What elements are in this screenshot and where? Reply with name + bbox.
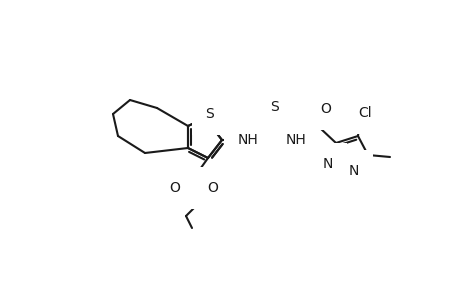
Text: S: S [205,107,214,121]
Text: S: S [270,100,279,114]
Text: O: O [207,181,218,195]
Text: O: O [169,181,180,195]
Text: NH: NH [237,133,258,147]
Text: O: O [320,102,331,116]
Text: Cl: Cl [358,106,371,120]
Text: N: N [322,157,332,171]
Text: N: N [348,164,358,178]
Text: NH: NH [285,133,306,147]
